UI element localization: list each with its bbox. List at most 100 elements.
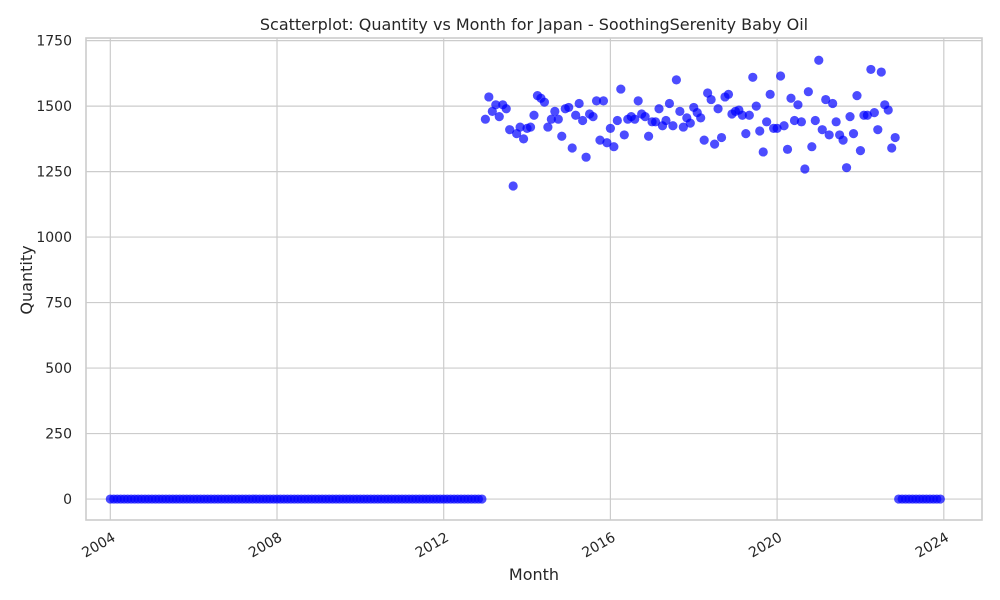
data-point	[828, 98, 838, 109]
x-tick-label: 2008	[246, 530, 285, 562]
data-point	[772, 123, 782, 133]
data-point	[671, 75, 681, 85]
data-point	[484, 92, 494, 102]
data-point	[598, 96, 609, 106]
data-point	[786, 93, 796, 103]
data-point	[793, 100, 803, 110]
data-point	[737, 110, 747, 120]
data-point	[782, 144, 793, 154]
data-point	[814, 55, 824, 65]
y-tick-label: 1250	[36, 165, 72, 181]
data-point	[505, 125, 515, 135]
data-point	[852, 91, 862, 101]
data-point	[723, 89, 734, 99]
y-tick-label: 0	[63, 492, 72, 508]
data-point	[789, 115, 800, 126]
data-point	[876, 67, 886, 77]
data-point	[529, 110, 539, 120]
data-point	[480, 114, 490, 124]
data-point	[796, 117, 807, 127]
data-point	[762, 117, 772, 127]
data-point	[574, 98, 584, 109]
data-point	[630, 114, 640, 124]
data-point	[515, 122, 525, 132]
x-tick-label: 2004	[79, 530, 118, 562]
data-point	[685, 118, 695, 128]
data-point	[800, 164, 810, 174]
data-point	[751, 101, 761, 111]
y-tick-label: 500	[45, 361, 72, 377]
x-tick-label: 2016	[580, 530, 619, 562]
data-point	[664, 98, 675, 109]
data-point	[755, 126, 765, 136]
x-tick-label: 2012	[413, 530, 452, 562]
data-point	[550, 106, 560, 116]
data-point	[741, 129, 751, 139]
data-point	[595, 135, 605, 145]
data-point	[817, 125, 827, 135]
data-point	[609, 142, 619, 152]
x-tick-label: 2024	[913, 530, 952, 562]
y-tick-label: 250	[45, 427, 72, 443]
data-point	[605, 123, 616, 133]
data-point	[602, 138, 612, 148]
y-tick-label: 750	[45, 296, 72, 312]
data-point	[887, 143, 897, 153]
data-point	[543, 122, 553, 132]
data-point	[675, 106, 685, 116]
data-point	[821, 94, 831, 105]
data-point	[779, 121, 789, 131]
data-point	[831, 117, 841, 127]
data-point	[654, 104, 664, 114]
data-point	[491, 100, 501, 110]
data-point	[807, 142, 817, 152]
data-point	[661, 115, 671, 126]
data-point	[758, 147, 768, 157]
data-point	[935, 494, 945, 504]
data-point	[616, 84, 626, 94]
data-point	[803, 87, 813, 97]
data-point	[765, 89, 775, 99]
data-point	[546, 114, 556, 124]
y-tick-labels: 0 250 500 750 1000 1250 1500 1750	[36, 34, 72, 508]
data-point	[775, 71, 786, 81]
data-point	[644, 131, 654, 141]
data-point	[713, 104, 723, 114]
y-tick-label: 1500	[36, 99, 72, 115]
x-tick-labels: 2004 2008 2012 2016 2020 2024	[79, 530, 951, 562]
data-point	[539, 97, 550, 107]
data-point	[890, 132, 900, 143]
data-point	[518, 134, 529, 144]
data-point	[564, 102, 574, 113]
x-axis-label: Month	[509, 565, 559, 584]
data-point	[696, 113, 706, 123]
data-point	[477, 494, 487, 504]
data-point	[588, 111, 598, 122]
data-point	[612, 115, 622, 126]
data-point	[841, 163, 852, 173]
y-axis-label: Quantity	[17, 245, 36, 314]
chart-title: Scatterplot: Quantity vs Month for Japan…	[260, 15, 808, 34]
data-point	[650, 117, 661, 127]
data-point	[640, 111, 650, 122]
data-point	[591, 96, 602, 106]
x-tick-label: 2020	[746, 530, 785, 562]
data-point	[862, 110, 873, 120]
data-point	[567, 143, 577, 153]
plot-frame	[85, 37, 983, 521]
data-point	[508, 181, 518, 191]
data-point	[845, 111, 855, 122]
y-tick-label: 1750	[36, 34, 72, 50]
data-point	[557, 131, 567, 141]
data-point	[706, 94, 716, 105]
data-point	[866, 64, 876, 75]
data-point	[678, 122, 688, 132]
data-point	[744, 110, 754, 120]
data-point	[810, 115, 820, 126]
data-point	[869, 108, 879, 118]
data-point	[553, 114, 563, 124]
data-point	[855, 146, 866, 156]
data-point	[716, 132, 727, 143]
data-point	[619, 130, 629, 140]
